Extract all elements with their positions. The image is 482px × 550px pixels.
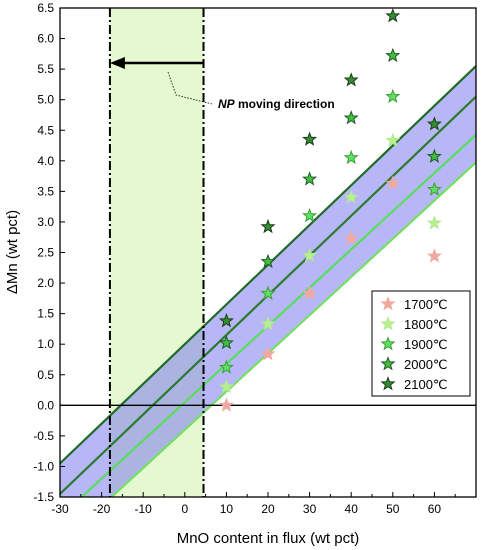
legend-label: 1800℃ bbox=[404, 317, 448, 332]
data-point bbox=[260, 346, 276, 361]
data-point bbox=[302, 131, 318, 146]
data-point bbox=[385, 88, 401, 104]
legend-label: 2100℃ bbox=[404, 377, 448, 392]
data-point bbox=[260, 253, 276, 269]
y-tick-label: -1.5 bbox=[33, 490, 54, 504]
legend-marker bbox=[380, 316, 396, 331]
x-tick-label: 40 bbox=[345, 502, 359, 516]
annotation-prefix: NP bbox=[218, 97, 236, 111]
data-point bbox=[260, 316, 276, 331]
legend-marker bbox=[380, 296, 396, 311]
data-point bbox=[385, 132, 401, 148]
data-point bbox=[385, 47, 401, 63]
y-tick-label: 1.5 bbox=[37, 307, 54, 321]
legend-marker bbox=[380, 356, 396, 371]
data-point bbox=[302, 285, 318, 300]
x-tick-label: 10 bbox=[220, 502, 234, 516]
data-point bbox=[385, 8, 401, 23]
data-point bbox=[426, 215, 442, 230]
x-tick-label: -20 bbox=[93, 502, 111, 516]
legend-label: 2000℃ bbox=[404, 357, 448, 372]
x-axis-title: MnO content in flux (wt pct) bbox=[177, 530, 360, 547]
legend-marker bbox=[380, 376, 396, 391]
data-point bbox=[426, 148, 442, 163]
axes: -30 -20 -10 0 10 20 30 40 50 60 -1.5 -1.0 -0.5 0.0 0.5… bbox=[33, 1, 477, 516]
data-point bbox=[343, 230, 359, 245]
data-point bbox=[218, 313, 234, 328]
arrow-head bbox=[109, 57, 125, 70]
data-point bbox=[343, 72, 359, 87]
data-point bbox=[218, 397, 234, 412]
legend-marker bbox=[380, 336, 396, 351]
data-point bbox=[302, 247, 318, 262]
x-tick-label: 60 bbox=[428, 502, 442, 516]
data-point bbox=[343, 189, 359, 204]
data-point bbox=[218, 379, 234, 394]
y-tick-label: -0.5 bbox=[33, 429, 54, 443]
plot-area bbox=[60, 8, 476, 497]
x-tick-label: -10 bbox=[135, 502, 153, 516]
y-tick-label: -1.0 bbox=[33, 459, 54, 473]
y-tick-label: 0.5 bbox=[37, 368, 54, 382]
legend-label: 1700℃ bbox=[404, 297, 448, 312]
y-tick-label: 4.0 bbox=[37, 154, 54, 168]
legend-label: 1900℃ bbox=[404, 337, 448, 352]
data-point bbox=[260, 218, 276, 234]
y-tick-label: 5.0 bbox=[37, 93, 54, 107]
x-tick-label: 20 bbox=[261, 502, 275, 516]
x-tick-label: 30 bbox=[303, 502, 317, 516]
annotation-leader bbox=[167, 71, 213, 105]
data-point bbox=[218, 359, 234, 374]
x-tick-label: -30 bbox=[51, 502, 69, 516]
y-tick-label: 1.0 bbox=[37, 337, 54, 351]
x-tick-label: 0 bbox=[181, 502, 188, 516]
annotation-layer: NP moving direction bbox=[218, 97, 335, 111]
data-point bbox=[218, 335, 234, 350]
y-tick-label: 2.5 bbox=[37, 246, 54, 260]
data-point bbox=[385, 175, 401, 190]
x-tick-label: 50 bbox=[386, 502, 400, 516]
annotation-text: NP moving direction bbox=[218, 97, 335, 111]
data-point bbox=[426, 248, 442, 263]
data-point bbox=[302, 207, 318, 223]
data-point bbox=[343, 149, 359, 165]
y-tick-label: 6.0 bbox=[37, 32, 54, 46]
y-tick-label: 6.5 bbox=[37, 1, 54, 15]
y-tick-label: 3.0 bbox=[37, 215, 54, 229]
data-point bbox=[343, 110, 359, 125]
data-point bbox=[260, 285, 276, 300]
shaded-band bbox=[60, 66, 476, 497]
data-point bbox=[426, 116, 442, 131]
y-tick-label: 4.5 bbox=[37, 123, 54, 137]
y-tick-label: 3.5 bbox=[37, 184, 54, 198]
y-tick-label: 0.0 bbox=[37, 398, 54, 412]
data-point bbox=[302, 171, 318, 186]
annotation-suffix: moving direction bbox=[235, 97, 335, 111]
y-axis-title: ΔMn (wt pct) bbox=[4, 210, 21, 294]
data-point bbox=[426, 181, 442, 196]
y-tick-label: 2.0 bbox=[37, 276, 54, 290]
legend: 1700℃ 1800℃ 1900℃ 2000℃ 2100℃ bbox=[371, 290, 471, 397]
y-tick-label: 5.5 bbox=[37, 62, 54, 76]
